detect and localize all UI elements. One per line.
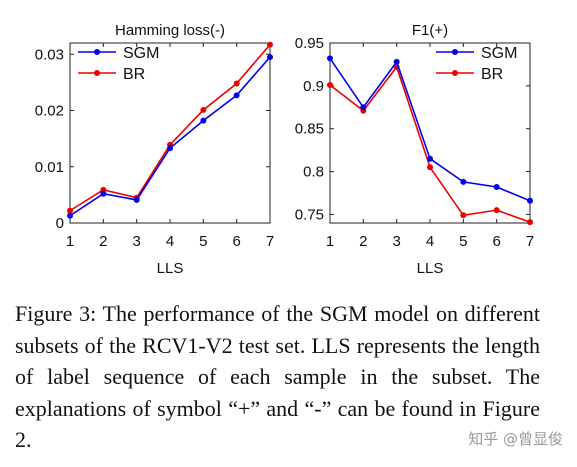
data-point-sgm (67, 212, 73, 219)
data-point-sgm (200, 117, 207, 124)
chart-title: Hamming loss(-) (115, 22, 225, 39)
legend-label-sgm: SGM (123, 45, 159, 62)
legend-label-br: BR (481, 66, 503, 83)
chart-title: F1(+) (412, 22, 448, 39)
data-point-sgm (267, 54, 273, 61)
y-tick-label: 0.8 (303, 164, 324, 181)
figure: Hamming loss(-) 1 2 3 4 5 6 7 0 0.01 0.02 0.03 LLS SG… (35, 22, 534, 277)
x-tick-label: 6 (492, 233, 500, 250)
x-tick-label: 5 (459, 233, 467, 250)
data-point-br (67, 207, 73, 214)
legend-label-br: BR (123, 66, 145, 83)
x-tick-label: 3 (132, 233, 140, 250)
data-point-sgm (327, 55, 333, 62)
x-tick-label: 2 (99, 233, 107, 250)
data-point-sgm (427, 155, 433, 162)
y-tick-label: 0.9 (303, 78, 324, 95)
y-tick-label: 0.95 (295, 35, 324, 52)
data-point-sgm (527, 197, 533, 204)
x-tick-label: 5 (199, 233, 207, 250)
y-tick-label: 0.03 (35, 46, 64, 63)
hamming-loss-chart: Hamming loss(-) 1 2 3 4 5 6 7 0 0.01 0.02 0.03 LLS SG… (35, 22, 274, 277)
x-tick-label: 4 (426, 233, 434, 250)
data-point-br (527, 219, 533, 226)
y-tick-label: 0.85 (295, 121, 324, 138)
data-point-sgm (493, 184, 500, 190)
y-tick-label: 0.02 (35, 103, 64, 120)
x-tick-label: 2 (359, 233, 367, 250)
series-line-br (329, 65, 531, 223)
watermark: 知乎 @曾显俊 (468, 430, 563, 448)
x-tick-label: 1 (66, 233, 74, 250)
legend-label-sgm: SGM (481, 45, 517, 62)
x-tick-label: 3 (392, 233, 400, 250)
x-tick-label: 4 (166, 233, 174, 250)
data-point-br (200, 106, 207, 113)
y-tick-label: 0.75 (295, 206, 324, 223)
x-axis-label: LLS (157, 260, 184, 277)
data-point-sgm (393, 58, 400, 65)
data-point-sgm (100, 190, 107, 197)
series-line-br (69, 44, 271, 212)
data-point-br (460, 212, 467, 219)
data-point-sgm (360, 104, 367, 111)
legend-marker-br (452, 70, 458, 76)
x-tick-label: 6 (232, 233, 240, 250)
legend-marker-br (94, 70, 100, 76)
y-tick-label: 0.01 (35, 159, 64, 176)
legend-marker-sgm (94, 49, 100, 55)
data-point-sgm (460, 178, 467, 185)
x-axis-label: LLS (417, 260, 444, 277)
data-point-sgm (167, 145, 173, 152)
data-point-br (233, 80, 240, 87)
data-point-br (267, 41, 273, 48)
data-point-br (327, 82, 333, 88)
data-point-sgm (233, 92, 240, 99)
y-tick-label: 0 (56, 215, 64, 232)
legend-marker-sgm (452, 49, 458, 55)
figure-caption: Figure 3: The performance of the SGM mod… (15, 301, 540, 452)
data-point-br (493, 207, 500, 214)
data-point-sgm (133, 196, 140, 203)
legend: SGM BR (78, 45, 159, 83)
f1-chart: F1(+) 1 2 3 4 5 6 7 0.75 0.8 0.85 0.9 0.95 LLS SGM BR (295, 22, 534, 277)
data-point-br (427, 164, 433, 171)
x-tick-label: 7 (526, 233, 534, 250)
x-tick-label: 7 (266, 233, 274, 250)
x-tick-label: 1 (326, 233, 334, 250)
legend: SGM BR (436, 45, 517, 83)
